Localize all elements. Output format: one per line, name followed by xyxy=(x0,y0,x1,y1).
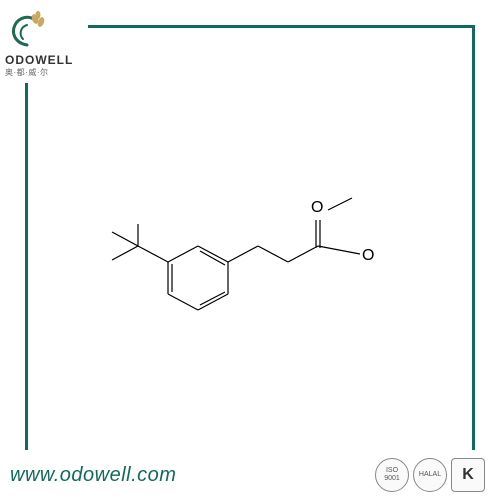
website-url[interactable]: www.odowell.com xyxy=(10,464,375,487)
brand-name: ODOWELL xyxy=(5,53,73,67)
svg-text:O: O xyxy=(362,247,374,264)
brand-subtitle: 奥·都·威·尔 xyxy=(5,67,73,78)
brand-logo: ODOWELL 奥·都·威·尔 xyxy=(0,0,88,83)
halal-badge-icon: HALAL xyxy=(413,458,447,492)
iso-badge-icon: ISO9001 xyxy=(375,458,409,492)
certification-badges: ISO9001 HALAL K xyxy=(375,458,485,492)
footer-bar: www.odowell.com ISO9001 HALAL K xyxy=(0,450,500,500)
kosher-badge-icon: K xyxy=(451,458,485,492)
logo-swirl-icon xyxy=(5,5,50,50)
chemical-structure-diagram: OO xyxy=(100,180,400,320)
svg-text:O: O xyxy=(311,199,323,216)
